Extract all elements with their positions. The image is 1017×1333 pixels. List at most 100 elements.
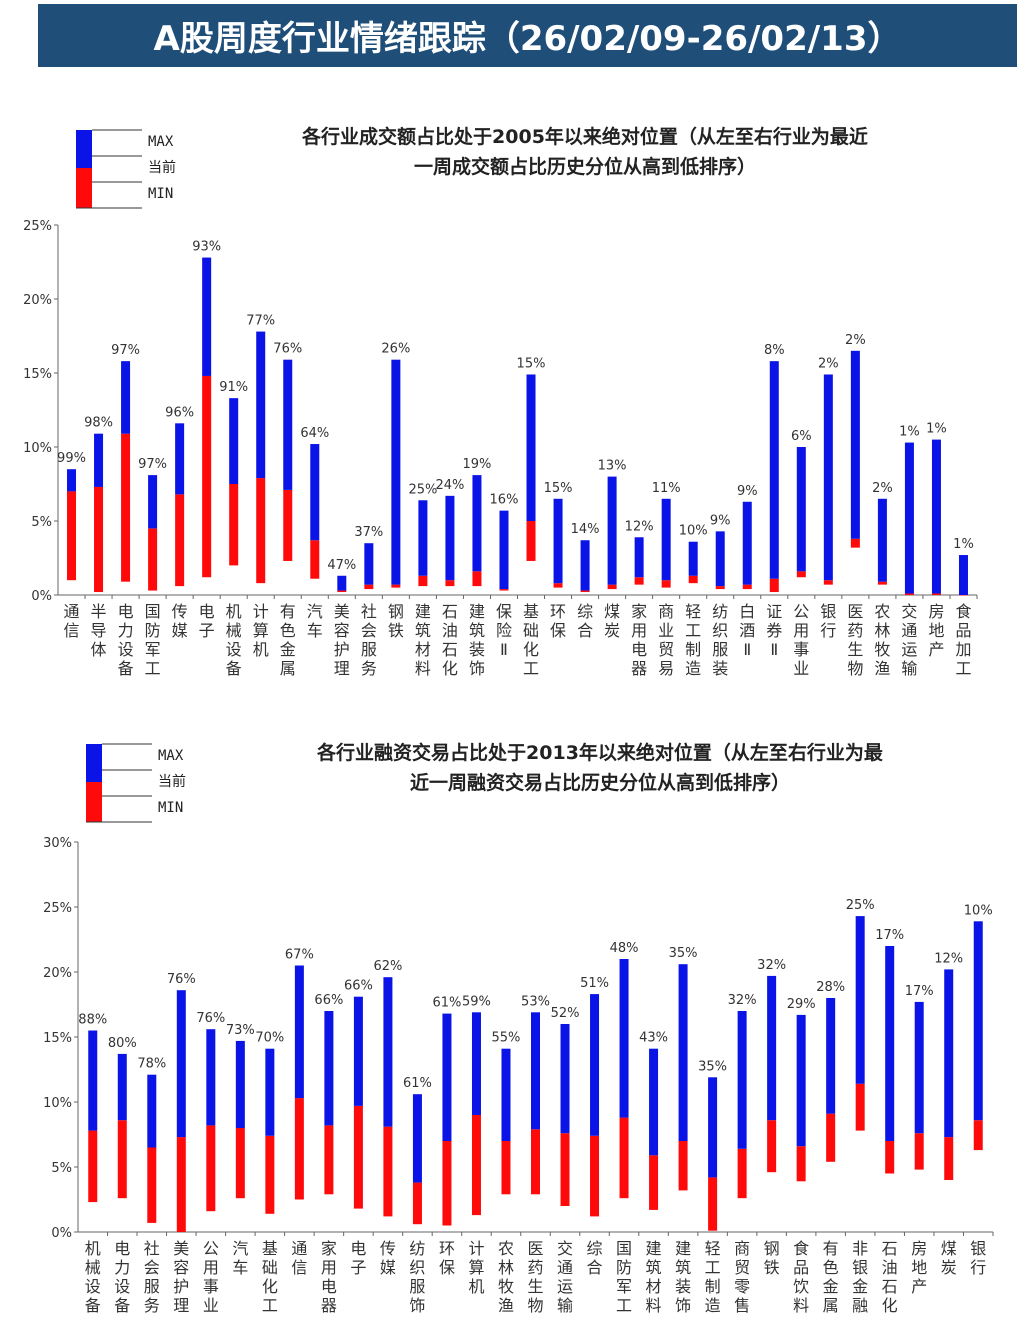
bar-upper-segment bbox=[944, 969, 954, 1138]
category-label: 证券 Ⅱ bbox=[766, 602, 782, 659]
page-banner: A股周度行业情绪跟踪（26/02/09-26/02/13） bbox=[38, 4, 1017, 67]
percentile-label: 1% bbox=[926, 422, 947, 437]
category-label: 计算机 bbox=[253, 602, 269, 659]
category-label: 白酒 Ⅱ bbox=[739, 602, 755, 659]
bar-upper-segment bbox=[310, 444, 320, 541]
category-label: 公用事业 bbox=[793, 602, 809, 678]
bar-lower-segment bbox=[176, 1137, 186, 1232]
category-label: 有色金属 bbox=[280, 602, 296, 678]
y-tick-label: 15% bbox=[23, 367, 52, 382]
category-label: 美容护理 bbox=[173, 1239, 189, 1315]
category-label: 商贸零售 bbox=[734, 1239, 750, 1315]
legend-max-label: MAX bbox=[148, 134, 174, 150]
bar-upper-segment bbox=[649, 1048, 659, 1156]
percentile-label: 67% bbox=[285, 948, 314, 963]
bar-lower-segment bbox=[229, 484, 239, 566]
percentile-label: 61% bbox=[403, 1076, 432, 1091]
category-label: 商业贸易 bbox=[658, 602, 674, 678]
bar-lower-segment bbox=[499, 589, 509, 591]
percentile-label: 6% bbox=[791, 429, 812, 444]
bar-upper-segment bbox=[973, 921, 983, 1121]
percentile-label: 12% bbox=[625, 519, 654, 534]
category-label: 通信 bbox=[64, 602, 80, 640]
bar-upper-segment bbox=[202, 257, 212, 376]
bar-upper-segment bbox=[148, 475, 158, 529]
percentile-label: 13% bbox=[598, 459, 627, 474]
category-label: 银行 bbox=[820, 602, 836, 640]
percentile-label: 99% bbox=[57, 451, 86, 466]
bar-upper-segment bbox=[472, 475, 482, 572]
percentile-label: 98% bbox=[84, 416, 113, 431]
bar-upper-segment bbox=[826, 998, 836, 1114]
bar-lower-segment bbox=[715, 586, 725, 590]
bar-lower-segment bbox=[391, 584, 401, 588]
bar-upper-segment bbox=[634, 537, 644, 578]
category-label: 纺织服饰 bbox=[409, 1239, 425, 1315]
category-label: 轻工制造 bbox=[685, 602, 701, 678]
bar-upper-segment bbox=[688, 541, 698, 576]
bar-lower-segment bbox=[283, 489, 293, 561]
category-label: 医药生物 bbox=[847, 602, 863, 678]
bar-lower-segment bbox=[826, 1113, 836, 1162]
percentile-label: 76% bbox=[273, 342, 302, 357]
percentile-label: 14% bbox=[571, 522, 600, 537]
percentile-label: 12% bbox=[934, 951, 963, 966]
bar-lower-segment bbox=[531, 1129, 540, 1195]
y-tick-label: 10% bbox=[43, 1096, 72, 1111]
chart-title-line: 一周成交额占比历史分位从高到低排序） bbox=[414, 155, 756, 178]
bar-upper-segment bbox=[526, 374, 536, 521]
percentile-label: 9% bbox=[737, 484, 758, 499]
bar-lower-segment bbox=[850, 538, 860, 548]
percentile-label: 66% bbox=[314, 993, 343, 1008]
category-label: 银行 bbox=[970, 1239, 986, 1277]
bar-lower-segment bbox=[256, 478, 266, 584]
category-label: 综合 bbox=[587, 1239, 603, 1277]
category-label: 家用电器 bbox=[321, 1239, 337, 1315]
bar-lower-segment bbox=[148, 528, 158, 591]
bar-upper-segment bbox=[364, 543, 374, 585]
legend-min-swatch bbox=[86, 782, 102, 822]
chart-title-line: 近一周融资交易占比历史分位从高到低排序） bbox=[410, 771, 790, 794]
category-label: 保险 Ⅱ bbox=[496, 602, 512, 659]
percentile-label: 35% bbox=[669, 946, 698, 961]
bar-upper-segment bbox=[175, 423, 185, 495]
bar-lower-segment bbox=[202, 375, 212, 578]
bar-upper-segment bbox=[147, 1074, 157, 1148]
bar-upper-segment bbox=[471, 1012, 481, 1115]
category-label: 家用电器 bbox=[631, 602, 647, 678]
bar-upper-segment bbox=[619, 959, 629, 1118]
y-tick-label: 0% bbox=[51, 1226, 72, 1241]
category-label: 钢铁 bbox=[388, 602, 404, 640]
percentile-label: 61% bbox=[432, 996, 461, 1011]
bar-lower-segment bbox=[796, 1146, 806, 1182]
bar-lower-segment bbox=[471, 1115, 481, 1216]
bar-lower-segment bbox=[175, 494, 185, 587]
bar-lower-segment bbox=[607, 584, 617, 590]
bar-upper-segment bbox=[796, 1014, 806, 1147]
percentile-label: 47% bbox=[327, 558, 356, 573]
bar-upper-segment bbox=[445, 495, 455, 581]
category-label: 农林牧渔 bbox=[874, 602, 890, 678]
percentile-label: 96% bbox=[165, 405, 194, 420]
y-tick-label: 25% bbox=[23, 219, 52, 234]
legend-max-label: MAX bbox=[158, 748, 184, 764]
bar-upper-segment bbox=[708, 1077, 718, 1178]
percentile-label: 24% bbox=[435, 478, 464, 493]
category-label: 有色金属 bbox=[823, 1239, 839, 1315]
category-label: 钢铁 bbox=[764, 1239, 780, 1277]
banner-title: A股周度行业情绪跟踪（26/02/09-26/02/13） bbox=[153, 19, 902, 59]
percentile-label: 53% bbox=[521, 994, 550, 1009]
bar-lower-segment bbox=[265, 1135, 275, 1214]
bar-lower-segment bbox=[442, 1141, 452, 1226]
percentile-label: 2% bbox=[818, 356, 839, 371]
bar-lower-segment bbox=[796, 571, 806, 578]
bar-lower-segment bbox=[958, 595, 968, 596]
bar-upper-segment bbox=[737, 1011, 747, 1149]
category-label: 交通运输 bbox=[901, 602, 917, 678]
y-tick-label: 15% bbox=[43, 1031, 72, 1046]
percentile-label: 76% bbox=[196, 1011, 225, 1026]
category-label: 建筑装饰 bbox=[469, 602, 485, 678]
bar-upper-segment bbox=[958, 555, 968, 595]
bar-upper-segment bbox=[855, 916, 865, 1084]
bar-lower-segment bbox=[634, 577, 644, 585]
